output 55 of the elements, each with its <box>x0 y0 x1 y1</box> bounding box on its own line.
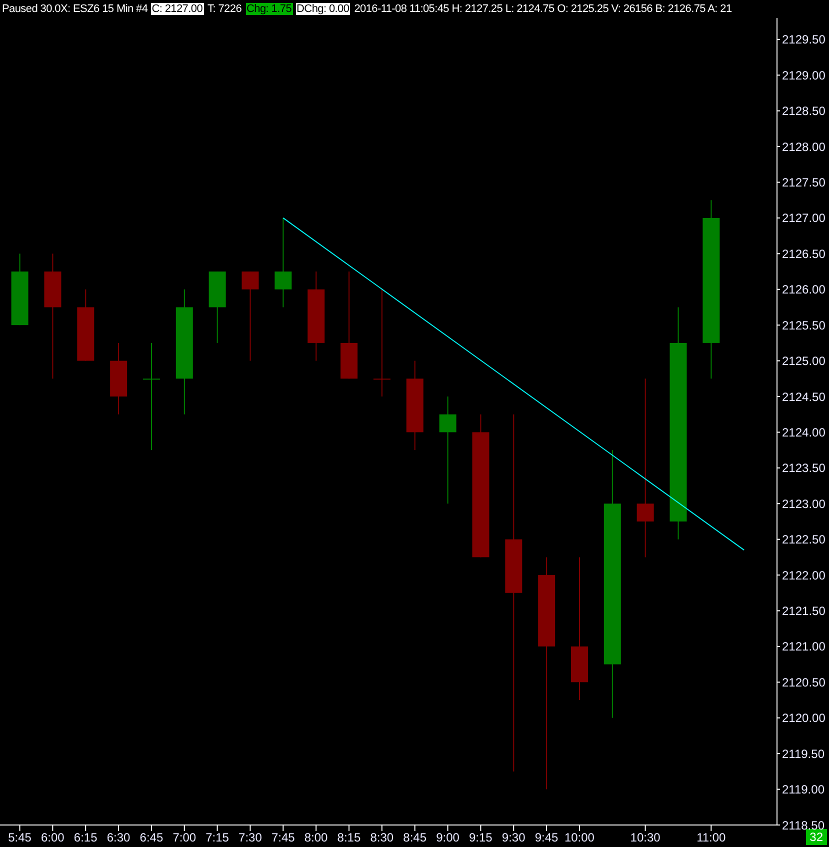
chart-title: Paused 30.0X: ESZ6 15 Min #4 <box>2 3 148 15</box>
candlestick <box>439 396 456 504</box>
x-tick-label: 7:30 <box>238 830 262 845</box>
y-tick-label: 2122.50 <box>782 532 826 547</box>
candlestick <box>142 342 160 451</box>
text: 2016-11-08 11:05:45 H: 2127.25 L: 2124.75 O: 2125.25 V: 26156 B: 2126.75 A: 21 <box>353 3 733 15</box>
x-tick-label: 10:00 <box>564 830 595 845</box>
x-tick-label: 5:45 <box>8 830 32 845</box>
x-tick-label: 10:30 <box>630 830 661 845</box>
y-tick-label: 2129.50 <box>782 32 826 47</box>
candlestick <box>636 378 654 558</box>
y-tick-label: 2122.00 <box>782 568 826 582</box>
y-tick-label: 2126.00 <box>782 282 826 297</box>
candlestick <box>242 271 259 362</box>
y-tick-label: 2125.00 <box>782 354 826 368</box>
candlestick <box>274 217 292 308</box>
y-tick-label: 2119.50 <box>782 746 825 761</box>
x-tick-label: 8:45 <box>403 830 427 845</box>
y-tick-label: 2121.50 <box>782 604 826 618</box>
y-tick-label: 2128.00 <box>782 140 826 154</box>
y-tick-label: 2120.50 <box>782 675 826 690</box>
y-tick-label: 2123.50 <box>782 461 826 476</box>
y-tick-label: 2127.50 <box>782 176 826 190</box>
candlestick <box>373 288 390 398</box>
x-tick-label: 9:00 <box>436 830 460 845</box>
x-tick-label: 6:15 <box>74 830 98 845</box>
x-tick-label: 11:00 <box>696 830 726 845</box>
text: T: 7226 <box>206 3 243 15</box>
y-tick-label: 2123.00 <box>782 496 826 511</box>
x-tick-label: 6:45 <box>140 830 164 845</box>
x-tick-label: 7:00 <box>172 830 196 845</box>
text: Chg: 1.75 <box>246 3 293 15</box>
x-tick-label: 7:45 <box>271 830 296 845</box>
x-tick-label: 8:00 <box>304 830 328 845</box>
text: DChg: 0.00 <box>296 3 350 15</box>
text: C: 2127.00 <box>150 3 204 15</box>
y-tick-label: 2120.00 <box>782 711 826 726</box>
x-tick-label: 6:00 <box>41 830 65 845</box>
y-tick-label: 2124.00 <box>782 425 826 440</box>
y-tick-label: 2127.00 <box>782 211 826 226</box>
x-tick-label: 7:15 <box>206 830 230 845</box>
y-tick-label: 2124.50 <box>782 390 826 404</box>
y-tick-label: 2119.00 <box>782 782 825 797</box>
y-tick-label: 2126.50 <box>782 246 826 261</box>
y-tick-label: 2129.00 <box>782 68 826 82</box>
y-tick-label: 2128.50 <box>782 104 826 118</box>
x-tick-label: 9:30 <box>502 830 526 845</box>
x-tick-label: 6:30 <box>106 830 131 845</box>
x-tick-label: 9:15 <box>469 830 493 845</box>
x-tick-label: 8:15 <box>337 830 361 845</box>
x-tick-label: 8:30 <box>370 830 394 845</box>
y-tick-label: 2121.00 <box>782 640 826 654</box>
text: 32 <box>806 829 827 845</box>
x-tick-label: 9:45 <box>534 830 559 845</box>
y-tick-label: 2125.50 <box>782 318 826 332</box>
